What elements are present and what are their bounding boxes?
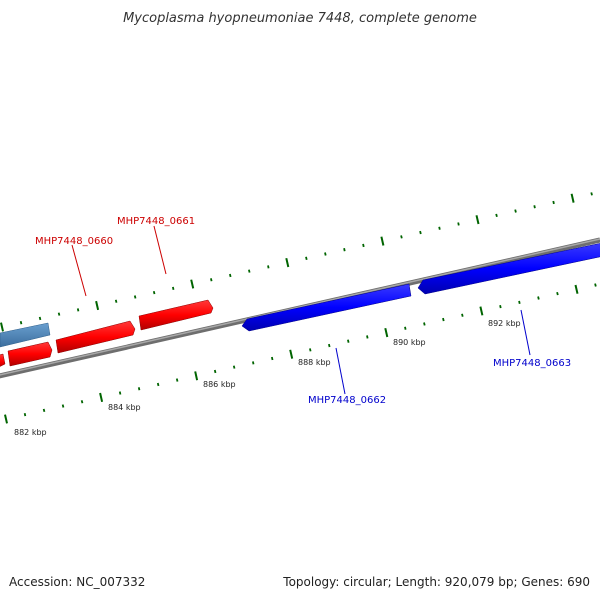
reverse-strand-features [0, 243, 600, 348]
upper-ring-major-tick [475, 215, 480, 225]
lower-tick-ring [4, 283, 597, 424]
upper-ring-minor-tick [438, 226, 441, 230]
lower-ring-minor-tick [461, 313, 464, 317]
lower-ring-minor-tick [499, 305, 502, 309]
upper-ring-minor-tick [343, 248, 346, 252]
tick-label-890: 890 kbp [393, 338, 426, 347]
upper-ring-minor-tick [533, 205, 536, 209]
lower-ring-minor-tick [232, 365, 236, 369]
lower-ring-minor-tick [252, 361, 255, 365]
lower-ring-minor-tick [442, 317, 445, 322]
upper-ring-minor-tick [400, 235, 403, 239]
upper-ring-minor-tick [514, 209, 517, 213]
upper-ring-minor-tick [210, 278, 213, 282]
lower-ring-major-tick [4, 414, 8, 424]
upper-ring-minor-tick [419, 230, 422, 235]
lower-ring-major-tick [99, 392, 104, 403]
lower-ring-minor-tick [594, 283, 597, 287]
gene-label-0663[interactable]: MHP7448_0663 [493, 358, 571, 369]
lower-ring-minor-tick [80, 400, 84, 404]
map-title: Mycoplasma hyopneumoniae 7448, complete … [123, 11, 477, 26]
lower-ring-minor-tick [347, 339, 350, 343]
lower-ring-major-tick [574, 284, 579, 294]
tick-label-892: 892 kbp [488, 319, 521, 328]
lower-ring-minor-tick [61, 404, 65, 408]
lower-ring-minor-tick [42, 408, 46, 413]
lower-ring-minor-tick [404, 326, 407, 330]
gene-MHP7448_0660[interactable] [7, 341, 53, 367]
lower-ring-minor-tick [271, 356, 274, 361]
forward-strand-features [0, 299, 214, 368]
upper-ring-major-tick [570, 193, 575, 203]
gene-label-0662[interactable]: MHP7448_0662 [308, 395, 386, 406]
upper-ring-major-tick [285, 257, 290, 268]
lower-ring-minor-tick [23, 413, 27, 417]
upper-ring-major-tick [95, 300, 100, 311]
upper-ring-minor-tick [324, 252, 327, 256]
other-feature[interactable] [0, 322, 51, 348]
lower-ring-major-tick [479, 306, 484, 316]
leader-line-0660 [71, 244, 87, 297]
upper-ring-minor-tick [172, 286, 175, 290]
lower-ring-minor-tick [175, 378, 179, 382]
upper-ring-major-tick [0, 322, 4, 332]
tick-label-888: 888 kbp [298, 358, 331, 367]
upper-ring-minor-tick [133, 295, 137, 299]
upper-ring-minor-tick [552, 200, 555, 205]
lower-ring-minor-tick [518, 300, 521, 304]
lower-ring-minor-tick [537, 296, 540, 300]
gene-partial-left[interactable] [0, 353, 6, 368]
gene-labels: MHP7448_0660 MHP7448_0661 MHP7448_0662 M… [35, 216, 571, 406]
gene-label-0660[interactable]: MHP7448_0660 [35, 236, 113, 247]
upper-ring-major-tick [380, 236, 385, 246]
upper-ring-minor-tick [362, 243, 365, 248]
upper-ring-minor-tick [19, 320, 23, 325]
leader-line-0663 [520, 309, 531, 356]
upper-ring-minor-tick [495, 213, 498, 218]
upper-ring-minor-tick [229, 273, 232, 278]
upper-ring-minor-tick [76, 308, 80, 312]
gene-MHP7448_0663[interactable] [417, 243, 600, 295]
lower-ring-minor-tick [118, 391, 122, 395]
accession-text: Accession: NC_007332 [9, 575, 145, 589]
upper-ring-minor-tick [305, 256, 308, 261]
lower-ring-minor-tick [156, 382, 160, 387]
leader-line-0661 [153, 225, 167, 275]
upper-ring-minor-tick [114, 299, 118, 303]
upper-tick-ring [0, 192, 593, 332]
summary-text: Topology: circular; Length: 920,079 bp; … [282, 575, 590, 589]
lower-ring-major-tick [194, 371, 199, 381]
scale-labels: 882 kbp 884 kbp 886 kbp 888 kbp 890 kbp … [14, 319, 521, 437]
lower-ring-major-tick [289, 349, 294, 359]
upper-ring-minor-tick [38, 316, 42, 321]
upper-ring-minor-tick [590, 192, 593, 196]
upper-ring-minor-tick [248, 269, 251, 273]
lower-ring-minor-tick [213, 369, 217, 374]
upper-ring-minor-tick [267, 265, 270, 269]
upper-ring-minor-tick [457, 222, 460, 226]
lower-ring-minor-tick [328, 343, 331, 348]
tick-label-886: 886 kbp [203, 380, 236, 389]
upper-ring-minor-tick [57, 312, 61, 316]
lower-ring-minor-tick [309, 348, 312, 352]
leader-line-0662 [335, 347, 346, 395]
gene-MHP7448_0660-b[interactable] [55, 320, 136, 354]
lower-ring-major-tick [384, 327, 389, 338]
lower-ring-minor-tick [423, 322, 426, 326]
lower-ring-minor-tick [556, 291, 559, 296]
upper-ring-minor-tick [152, 290, 156, 295]
gene-MHP7448_0662[interactable] [241, 283, 412, 332]
upper-ring-major-tick [190, 279, 195, 289]
tick-label-882: 882 kbp [14, 428, 47, 437]
lower-ring-minor-tick [366, 335, 369, 339]
tick-label-884: 884 kbp [108, 403, 141, 412]
gene-label-0661[interactable]: MHP7448_0661 [117, 216, 195, 227]
lower-ring-minor-tick [137, 387, 141, 391]
gene-MHP7448_0661[interactable] [138, 299, 214, 331]
